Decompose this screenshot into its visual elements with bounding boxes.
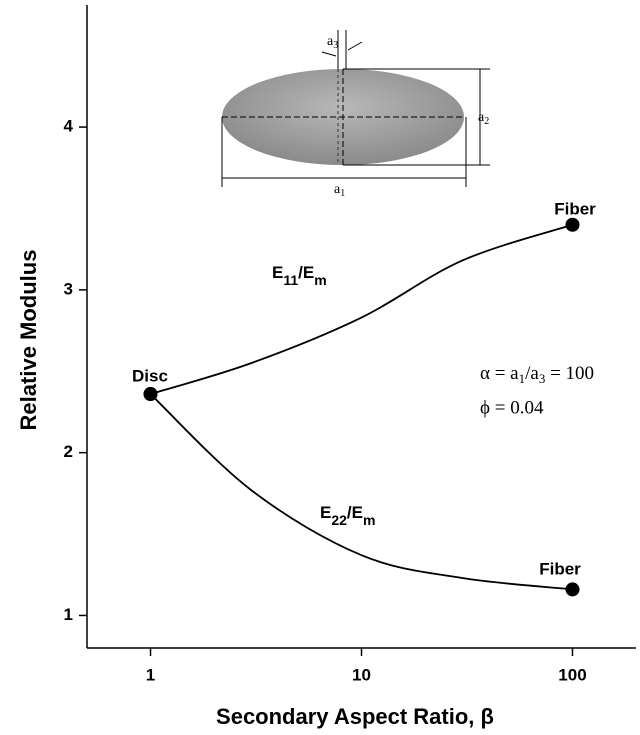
point-label: Fiber <box>539 559 581 578</box>
y-tick-label: 3 <box>64 279 73 298</box>
inset-label: a2 <box>478 110 489 127</box>
point-label: Fiber <box>554 199 596 218</box>
point-label: Disc <box>132 366 168 385</box>
x-axis-title: Secondary Aspect Ratio, β <box>216 704 494 729</box>
inset-label: a1 <box>334 182 345 199</box>
end-point <box>143 387 158 402</box>
inset-diagram <box>221 30 490 187</box>
curve <box>149 393 573 591</box>
y-tick-label: 2 <box>64 442 73 461</box>
y-axis-title: Relative Modulus <box>16 250 41 431</box>
y-tick-label: 1 <box>64 605 73 624</box>
curve-label: E11/Em <box>272 263 327 287</box>
end-point <box>565 582 580 597</box>
x-tick-label: 10 <box>352 665 371 684</box>
end-point <box>565 217 580 232</box>
curve-label: E22/Em <box>320 503 375 527</box>
x-tick-label: 1 <box>146 665 155 684</box>
inset-label: a3 <box>327 34 338 51</box>
phi-label: ϕ = 0.04 <box>480 397 544 418</box>
alpha-label: α = a1/a3 = 100 <box>480 363 594 386</box>
x-tick-label: 100 <box>558 665 586 684</box>
y-tick-label: 4 <box>64 117 74 136</box>
curve <box>150 223 573 395</box>
